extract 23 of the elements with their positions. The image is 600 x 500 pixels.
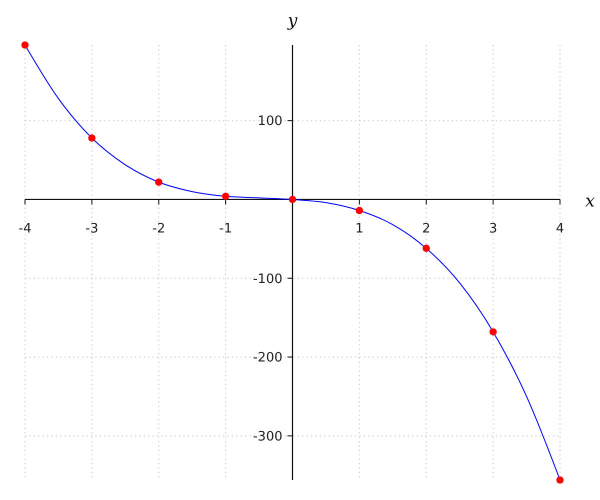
point	[422, 244, 430, 252]
point	[222, 192, 230, 200]
x-tick-label: -1	[219, 221, 232, 236]
point	[556, 476, 564, 484]
y-axis-title: y	[286, 11, 298, 31]
point	[155, 178, 162, 186]
x-tick-label: 4	[556, 221, 564, 236]
x-tick-label: 2	[422, 221, 430, 236]
point	[489, 328, 497, 336]
x-tick-label: 1	[355, 221, 364, 236]
x-tick-label: 3	[488, 221, 498, 236]
point	[288, 196, 296, 204]
y-tick-label: -200	[252, 350, 282, 366]
x-tick-label: -3	[85, 221, 98, 236]
point	[88, 134, 96, 142]
x-tick-label: -4	[18, 221, 32, 236]
y-tick-label: -300	[252, 429, 282, 444]
x-tick-label: -2	[152, 221, 166, 236]
point	[21, 41, 29, 49]
point	[356, 206, 364, 214]
y-tick-label: 100	[258, 114, 282, 130]
x-axis-title: x	[585, 191, 596, 212]
y-tick-label: -100	[252, 272, 282, 287]
